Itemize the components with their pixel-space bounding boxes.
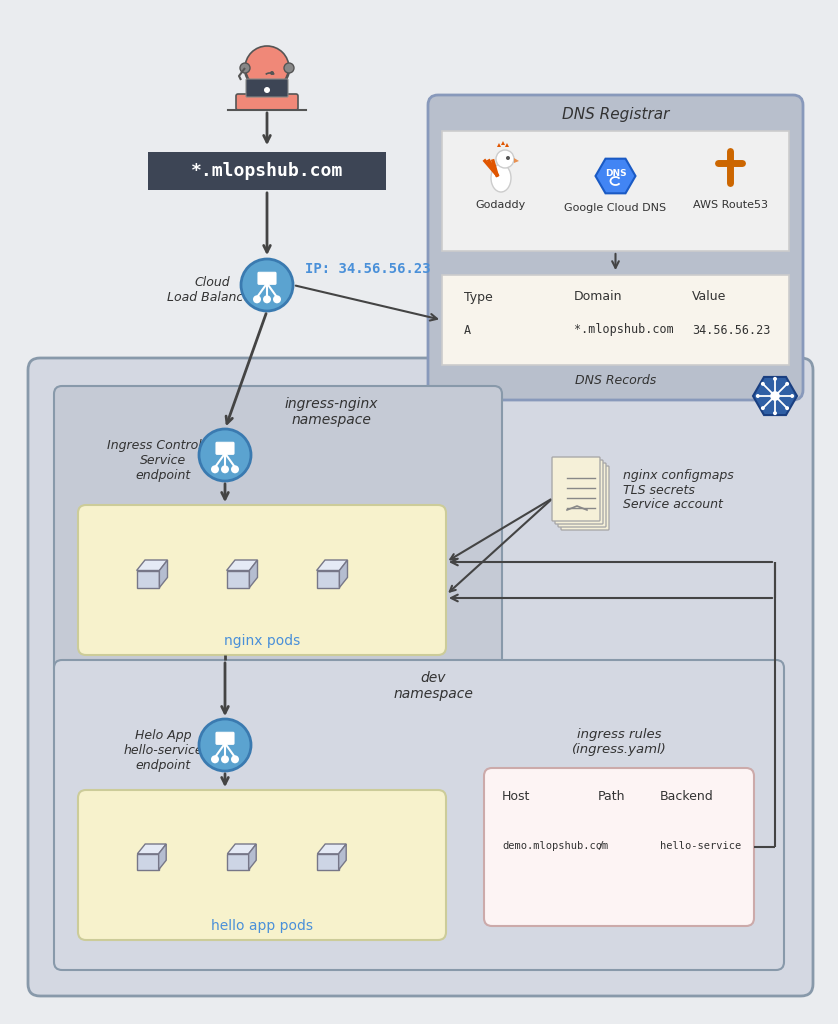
FancyBboxPatch shape xyxy=(442,131,789,251)
Circle shape xyxy=(199,429,251,481)
Polygon shape xyxy=(137,570,159,588)
Polygon shape xyxy=(514,158,519,163)
Text: *.mlopshub.com: *.mlopshub.com xyxy=(191,162,343,180)
Text: Value: Value xyxy=(692,291,727,303)
Circle shape xyxy=(240,63,250,73)
Circle shape xyxy=(284,63,294,73)
Text: Google Cloud DNS: Google Cloud DNS xyxy=(565,203,666,213)
Text: AWS Route53: AWS Route53 xyxy=(692,200,768,210)
FancyBboxPatch shape xyxy=(28,358,813,996)
Circle shape xyxy=(770,391,780,400)
Text: nginx pods: nginx pods xyxy=(224,634,300,648)
Text: Godaddy: Godaddy xyxy=(476,200,526,210)
Circle shape xyxy=(245,46,289,90)
Polygon shape xyxy=(339,844,346,869)
Circle shape xyxy=(264,87,270,93)
Polygon shape xyxy=(497,143,501,147)
Polygon shape xyxy=(137,854,158,869)
FancyBboxPatch shape xyxy=(236,94,298,110)
Polygon shape xyxy=(227,854,249,869)
FancyBboxPatch shape xyxy=(246,79,288,97)
FancyBboxPatch shape xyxy=(558,463,606,527)
Circle shape xyxy=(199,719,251,771)
Text: *.mlopshub.com: *.mlopshub.com xyxy=(574,324,674,337)
Circle shape xyxy=(231,465,239,473)
Circle shape xyxy=(790,394,794,398)
FancyBboxPatch shape xyxy=(54,660,784,970)
Text: Cloud
Load Balancer: Cloud Load Balancer xyxy=(168,276,256,304)
FancyBboxPatch shape xyxy=(148,152,386,190)
Polygon shape xyxy=(249,844,256,869)
Text: Ingress Controller
Service
endpoint: Ingress Controller Service endpoint xyxy=(107,438,219,481)
FancyBboxPatch shape xyxy=(484,768,754,926)
FancyBboxPatch shape xyxy=(442,275,789,365)
Circle shape xyxy=(221,465,229,473)
Polygon shape xyxy=(158,844,166,869)
Polygon shape xyxy=(250,560,257,588)
Circle shape xyxy=(496,150,514,168)
Text: IP: 34.56.56.23: IP: 34.56.56.23 xyxy=(305,262,431,276)
Polygon shape xyxy=(226,570,250,588)
Polygon shape xyxy=(317,570,339,588)
FancyBboxPatch shape xyxy=(216,442,234,455)
Text: /: / xyxy=(597,841,603,851)
Text: DNS Registrar: DNS Registrar xyxy=(561,108,670,123)
Text: dev
namespace: dev namespace xyxy=(394,671,473,701)
Circle shape xyxy=(241,259,293,311)
Polygon shape xyxy=(137,844,166,854)
Ellipse shape xyxy=(491,164,511,193)
Circle shape xyxy=(773,377,777,381)
Text: Path: Path xyxy=(597,790,625,803)
Polygon shape xyxy=(317,560,348,570)
Text: demo.mlopshub.com: demo.mlopshub.com xyxy=(502,841,608,851)
FancyBboxPatch shape xyxy=(561,466,609,530)
Circle shape xyxy=(785,407,789,411)
Polygon shape xyxy=(339,560,348,588)
FancyBboxPatch shape xyxy=(54,386,502,676)
Text: Backend: Backend xyxy=(660,790,713,803)
FancyBboxPatch shape xyxy=(555,460,603,524)
FancyBboxPatch shape xyxy=(258,272,276,285)
Circle shape xyxy=(761,382,765,386)
Polygon shape xyxy=(137,560,168,570)
Circle shape xyxy=(761,407,765,411)
FancyBboxPatch shape xyxy=(78,790,446,940)
Circle shape xyxy=(773,412,777,415)
Text: Domain: Domain xyxy=(574,291,623,303)
Circle shape xyxy=(221,756,229,763)
Text: 34.56.56.23: 34.56.56.23 xyxy=(692,324,770,337)
Polygon shape xyxy=(159,560,168,588)
Text: A: A xyxy=(464,324,471,337)
Polygon shape xyxy=(318,854,339,869)
Circle shape xyxy=(756,394,760,398)
Text: ingress rules
(ingress.yaml): ingress rules (ingress.yaml) xyxy=(572,728,666,756)
Circle shape xyxy=(506,156,510,160)
FancyBboxPatch shape xyxy=(428,95,803,400)
Polygon shape xyxy=(226,560,257,570)
Text: Host: Host xyxy=(502,790,530,803)
Polygon shape xyxy=(501,141,505,145)
Text: DNS Records: DNS Records xyxy=(575,375,656,387)
Circle shape xyxy=(253,295,261,303)
Text: hello app pods: hello app pods xyxy=(211,919,313,933)
Circle shape xyxy=(231,756,239,763)
Circle shape xyxy=(270,71,274,75)
FancyBboxPatch shape xyxy=(78,505,446,655)
Circle shape xyxy=(785,382,789,386)
Polygon shape xyxy=(318,844,346,854)
Polygon shape xyxy=(505,143,509,147)
Text: Type: Type xyxy=(464,291,493,303)
FancyBboxPatch shape xyxy=(216,732,234,744)
Text: nginx configmaps
TLS secrets
Service account: nginx configmaps TLS secrets Service acc… xyxy=(623,469,734,512)
FancyBboxPatch shape xyxy=(552,457,600,521)
Text: hello-service: hello-service xyxy=(660,841,741,851)
Circle shape xyxy=(273,295,281,303)
Circle shape xyxy=(211,465,219,473)
Text: ingress-nginx
namespace: ingress-nginx namespace xyxy=(285,397,379,427)
Text: DNS: DNS xyxy=(605,169,626,177)
Circle shape xyxy=(211,756,219,763)
Text: Helo App
hello-service
endpoint: Helo App hello-service endpoint xyxy=(123,728,203,771)
Polygon shape xyxy=(227,844,256,854)
Circle shape xyxy=(263,295,271,303)
